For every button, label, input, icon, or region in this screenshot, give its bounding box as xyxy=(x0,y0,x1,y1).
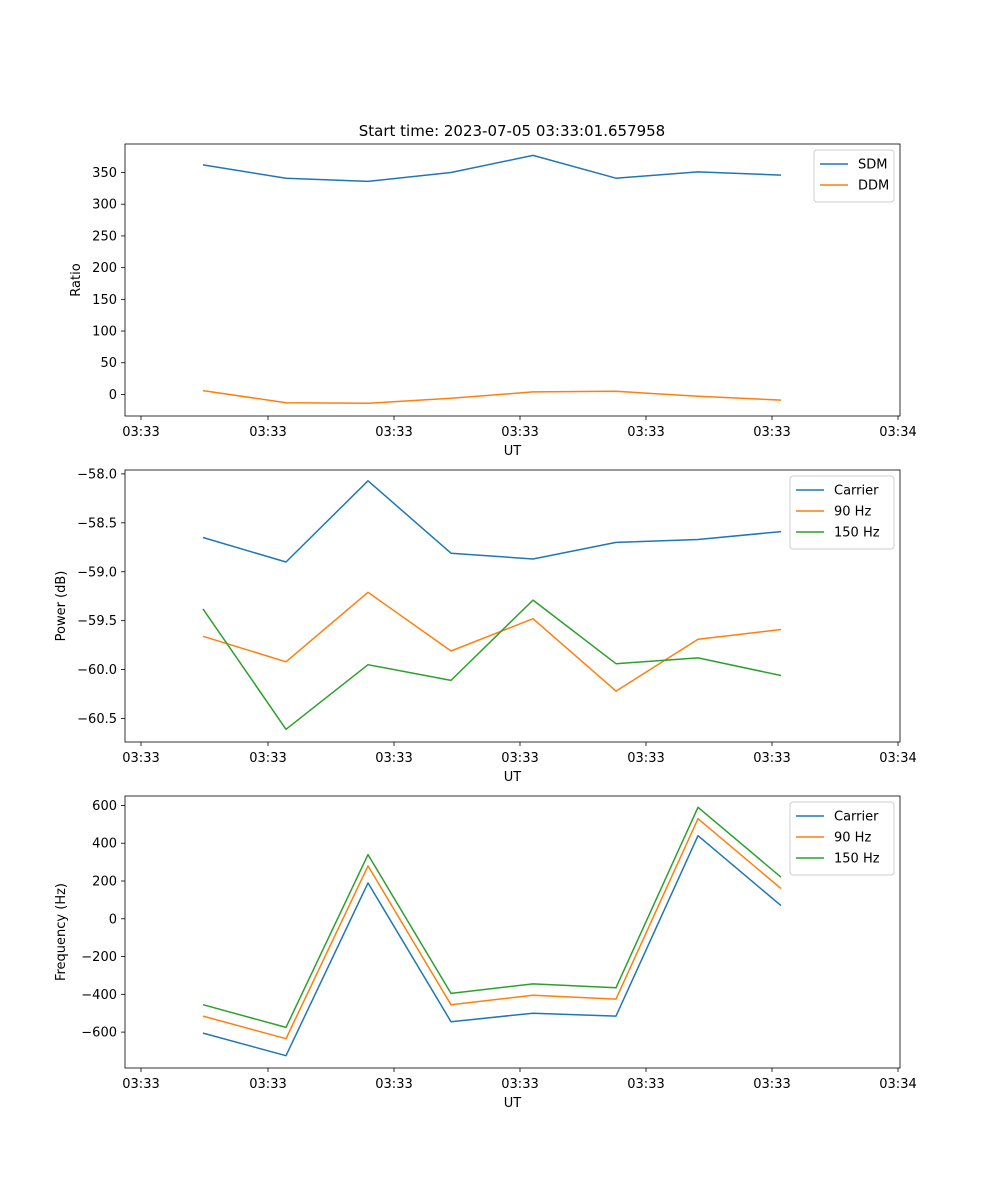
y-tick-label: 400 xyxy=(92,837,117,852)
y-tick-label: 0 xyxy=(109,912,117,927)
series-line-90-hz xyxy=(202,817,782,1040)
legend: Carrier 90 Hz 150 Hz xyxy=(789,475,895,550)
series-line-carrier xyxy=(202,480,782,563)
series-line-150-hz xyxy=(202,806,782,1029)
series-line-150-hz xyxy=(202,599,782,731)
y-tick-label: −58.0 xyxy=(77,467,117,482)
y-tick-label: −59.5 xyxy=(77,614,117,629)
y-tick-label: −58.5 xyxy=(77,516,117,531)
x-tick-label: 03:34 xyxy=(879,425,916,440)
x-axis-label: UT xyxy=(504,1096,522,1111)
legend-box xyxy=(789,475,895,550)
legend: SDM DDM xyxy=(813,149,895,203)
figure-title: Start time: 2023-07-05 03:33:01.657958 xyxy=(359,122,665,140)
y-tick-label: 600 xyxy=(92,799,117,814)
y-tick-label: 200 xyxy=(92,875,117,890)
x-tick-label: 03:33 xyxy=(122,425,159,440)
series-line-carrier xyxy=(202,834,782,1057)
series-line-sdm xyxy=(202,154,782,183)
x-tick-label: 03:33 xyxy=(753,1077,790,1092)
x-tick-label: 03:33 xyxy=(501,425,538,440)
legend-box xyxy=(789,801,895,876)
x-tick-label: 03:34 xyxy=(879,751,916,766)
y-axis-label: Power (dB) xyxy=(54,571,69,642)
subplot-3: 03:33 03:33 03:33 03:33 03:33 03:33 03:34 −600 −… xyxy=(54,795,917,1111)
x-tick-label: 03:33 xyxy=(627,1077,664,1092)
subplot-1: 03:33 03:33 03:33 03:33 03:33 03:33 03:34 0 50 10… xyxy=(69,143,917,459)
subplot-2: 03:33 03:33 03:33 03:33 03:33 03:33 03:34 −58.0… xyxy=(54,467,917,785)
x-tick-label: 03:33 xyxy=(375,425,412,440)
y-tick-label: −400 xyxy=(81,988,117,1003)
y-tick-label: 200 xyxy=(92,261,117,276)
legend: Carrier 90 Hz 150 Hz xyxy=(789,801,895,876)
x-axis-label: UT xyxy=(504,444,522,459)
y-axis-label: Frequency (Hz) xyxy=(54,883,69,981)
series-line-90-hz xyxy=(202,591,782,692)
legend-label: 90 Hz xyxy=(834,831,871,846)
x-tick-label: 03:33 xyxy=(501,1077,538,1092)
y-tick-label: −59.0 xyxy=(77,565,117,580)
axes-frame xyxy=(124,795,901,1069)
y-tick-label: −200 xyxy=(81,950,117,965)
x-tick-label: 03:34 xyxy=(879,1077,916,1092)
legend-label: DDM xyxy=(858,179,889,194)
x-tick-label: 03:33 xyxy=(375,1077,412,1092)
y-tick-label: 300 xyxy=(92,198,117,213)
y-tick-label: 350 xyxy=(92,166,117,181)
y-tick-label: 100 xyxy=(92,325,117,340)
x-tick-label: 03:33 xyxy=(501,751,538,766)
axes-frame xyxy=(124,143,901,417)
y-tick-label: 150 xyxy=(92,293,117,308)
y-tick-label: 50 xyxy=(100,356,117,371)
y-tick-label: −60.0 xyxy=(77,663,117,678)
legend-label: Carrier xyxy=(834,484,879,499)
y-tick-label: −60.5 xyxy=(77,712,117,727)
y-tick-label: 250 xyxy=(92,229,117,244)
y-tick-label: 0 xyxy=(109,388,117,403)
x-axis-label: UT xyxy=(504,770,522,785)
x-tick-label: 03:33 xyxy=(249,1077,286,1092)
legend-box xyxy=(813,149,895,203)
legend-label: 150 Hz xyxy=(834,526,880,541)
x-tick-label: 03:33 xyxy=(249,425,286,440)
legend-label: SDM xyxy=(858,158,887,173)
legend-label: 150 Hz xyxy=(834,852,880,867)
y-axis-label: Ratio xyxy=(69,263,84,296)
x-tick-label: 03:33 xyxy=(753,751,790,766)
legend-label: Carrier xyxy=(834,810,879,825)
axes-frame xyxy=(124,469,901,743)
x-tick-label: 03:33 xyxy=(249,751,286,766)
y-tick-label: −600 xyxy=(81,1026,117,1041)
x-tick-label: 03:33 xyxy=(122,751,159,766)
x-tick-label: 03:33 xyxy=(375,751,412,766)
legend-label: 90 Hz xyxy=(834,505,871,520)
x-tick-label: 03:33 xyxy=(122,1077,159,1092)
x-tick-label: 03:33 xyxy=(627,751,664,766)
series-line-ddm xyxy=(202,389,782,405)
x-tick-label: 03:33 xyxy=(753,425,790,440)
x-tick-label: 03:33 xyxy=(627,425,664,440)
